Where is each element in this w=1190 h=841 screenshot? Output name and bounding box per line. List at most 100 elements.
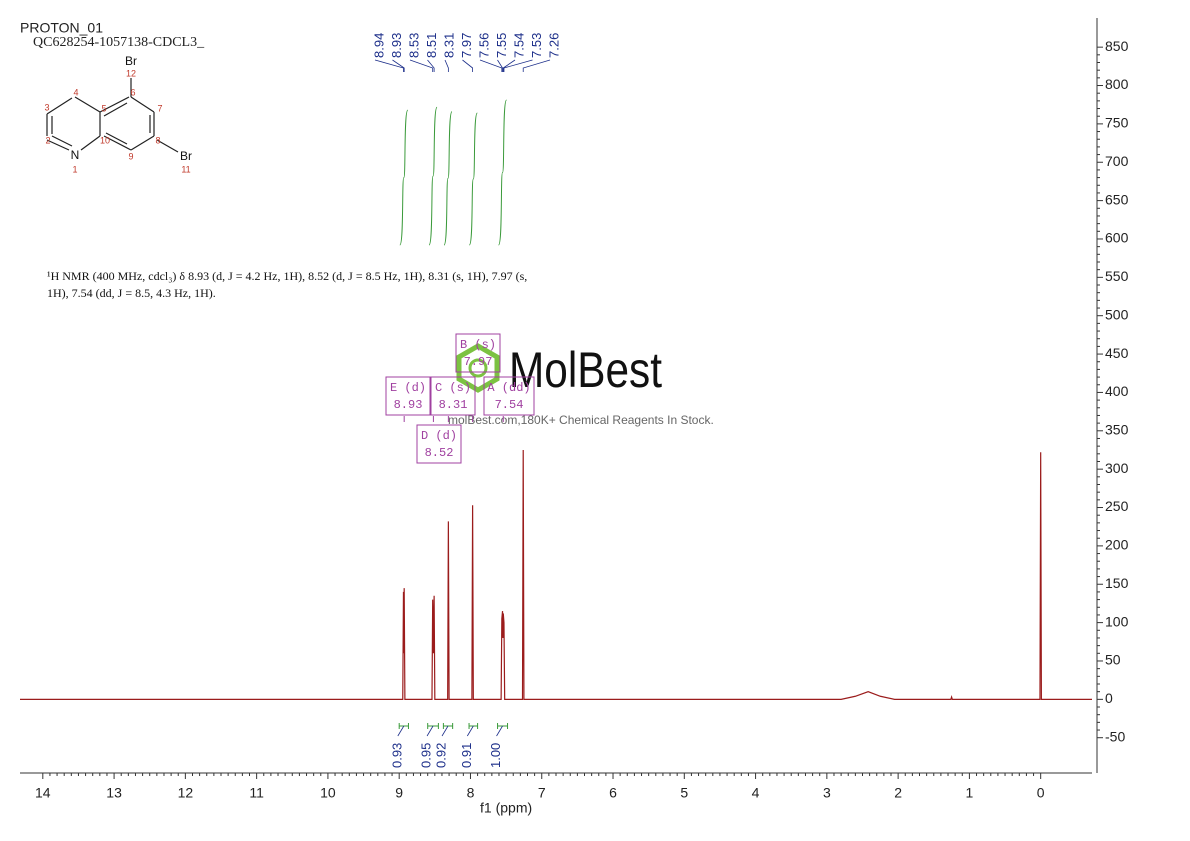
x-tick-label: 14 <box>35 785 51 801</box>
chart-title: PROTON_01 <box>20 20 103 36</box>
atom-number: 5 <box>101 103 106 113</box>
integral-connector <box>496 725 503 737</box>
multiplet-box <box>385 376 431 416</box>
atom-number: 8 <box>155 135 160 145</box>
atom-number: 4 <box>73 87 78 97</box>
x-tick-label: 2 <box>894 785 902 801</box>
watermark-logo <box>456 343 500 393</box>
y-tick-label: 250 <box>1105 498 1129 514</box>
integral-label: 0.93 <box>389 743 404 768</box>
integral-curve <box>498 99 508 246</box>
y-tick-label: 800 <box>1105 76 1129 92</box>
integral-curve <box>428 106 438 246</box>
peak-label: 7.56 <box>476 33 491 58</box>
spectrum <box>20 449 1092 700</box>
peak-connector <box>502 59 516 72</box>
y-tick-label: 400 <box>1105 383 1129 399</box>
x-tick-label: 3 <box>823 785 831 801</box>
integral-curve <box>443 111 453 246</box>
multiplet-box <box>455 333 501 373</box>
logo-hexagon <box>456 343 500 393</box>
logo-ring <box>468 358 488 378</box>
peak-connector <box>409 59 434 72</box>
peak-label: 8.93 <box>389 33 404 58</box>
y-tick-label: 0 <box>1105 690 1113 706</box>
multiplet-label: D (d) <box>421 429 457 443</box>
peak-label: 8.53 <box>406 33 421 58</box>
atom-number: 10 <box>100 135 110 145</box>
peak-connector <box>462 59 474 72</box>
x-tick-label: 7 <box>538 785 546 801</box>
multiplet-shift: 8.52 <box>425 446 454 460</box>
integral-curve <box>468 112 478 246</box>
atom-number: 2 <box>45 135 50 145</box>
x-tick-label: 11 <box>249 785 264 801</box>
peak-connector <box>479 59 503 72</box>
integral-label: 0.91 <box>459 743 474 768</box>
multiplet-label: E (d) <box>390 381 426 395</box>
integral-label: 0.95 <box>418 743 433 768</box>
atom-number: 7 <box>157 103 162 113</box>
x-tick-label: 13 <box>106 785 122 801</box>
y-tick-label: 550 <box>1105 268 1129 284</box>
peak-connector <box>427 59 435 72</box>
chart-subtitle: QC628254-1057138-CDCL3_ <box>33 35 205 50</box>
integral-bracket <box>427 723 439 729</box>
y-tick-label: 700 <box>1105 153 1129 169</box>
peak-label: 7.53 <box>529 33 544 58</box>
peak-connector <box>444 59 449 72</box>
integral-label: 0.92 <box>433 743 448 768</box>
atom-number: 1 <box>72 164 77 174</box>
y-tick-label: 650 <box>1105 191 1129 207</box>
x-tick-label: 6 <box>609 785 617 801</box>
peak-label: 8.51 <box>424 33 439 58</box>
multiplet-label: A (dd) <box>487 381 530 395</box>
x-tick-label: 0 <box>1037 785 1045 801</box>
multiplet-shift: 7.97 <box>464 355 493 369</box>
x-tick-label: 8 <box>467 785 475 801</box>
multiplet-shift: 7.54 <box>495 398 524 412</box>
atom: Br <box>125 54 137 68</box>
integral-label: 1.00 <box>488 743 503 768</box>
atom-number: 6 <box>130 87 135 97</box>
y-tick-label: 50 <box>1105 652 1121 668</box>
watermark-brand: MolBest <box>509 342 662 398</box>
y-tick-label: 300 <box>1105 460 1129 476</box>
peak-label: 7.54 <box>511 33 526 58</box>
integral-connector <box>426 725 434 737</box>
peak-label: 7.97 <box>459 33 474 58</box>
x-tick-label: 1 <box>966 785 974 801</box>
y-tick-label: 450 <box>1105 345 1129 361</box>
atom-number: 9 <box>128 151 133 161</box>
description: ¹H NMR (400 MHz, cdcl₃) δ 8.93 (d, J = 4… <box>47 269 527 283</box>
y-tick-label: 600 <box>1105 230 1129 246</box>
peak-connector <box>522 59 551 72</box>
integral-connector <box>441 725 449 737</box>
multiplet-box <box>430 376 476 416</box>
y-tick-label: 500 <box>1105 306 1129 322</box>
integral-curve <box>399 109 409 246</box>
integral-bracket <box>442 723 454 729</box>
peak-connector <box>374 59 404 72</box>
peak-label: 8.31 <box>441 33 456 58</box>
peak-connector <box>497 59 503 72</box>
atom-number: 11 <box>181 164 190 174</box>
x-tick-label: 9 <box>395 785 403 801</box>
bonds <box>46 78 179 153</box>
y-tick-label: 750 <box>1105 115 1129 131</box>
peak-label: 8.94 <box>371 33 386 58</box>
peak-label: 7.55 <box>494 33 509 58</box>
molecule <box>46 78 179 153</box>
x-tick-label: 5 <box>680 785 688 801</box>
y-tick-label: 200 <box>1105 537 1129 553</box>
x-tick-label: 4 <box>752 785 760 801</box>
watermark-tagline: molBest.com,180K+ Chemical Reagents In S… <box>448 413 714 427</box>
multiplet-label: C (s) <box>435 381 471 395</box>
peak-label: 7.26 <box>546 33 561 58</box>
atom-number: 3 <box>44 102 49 112</box>
y-tick-label: -50 <box>1105 728 1125 744</box>
peak-connector <box>392 59 405 72</box>
integral-bracket <box>468 723 479 729</box>
multiplet-shift: 8.93 <box>394 398 423 412</box>
